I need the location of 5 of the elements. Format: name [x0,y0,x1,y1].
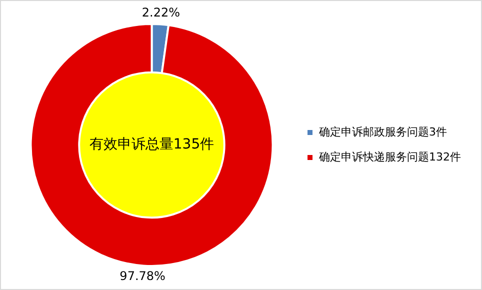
text: 有效申诉总量135件 [89,136,214,153]
legend-label: 确定申诉邮政服务问题3件 [318,125,448,138]
legend-label: 确定申诉快递服务问题132件 [318,150,462,164]
data-label: 97.78% [120,268,166,283]
data-label: 2.22% [142,5,180,20]
